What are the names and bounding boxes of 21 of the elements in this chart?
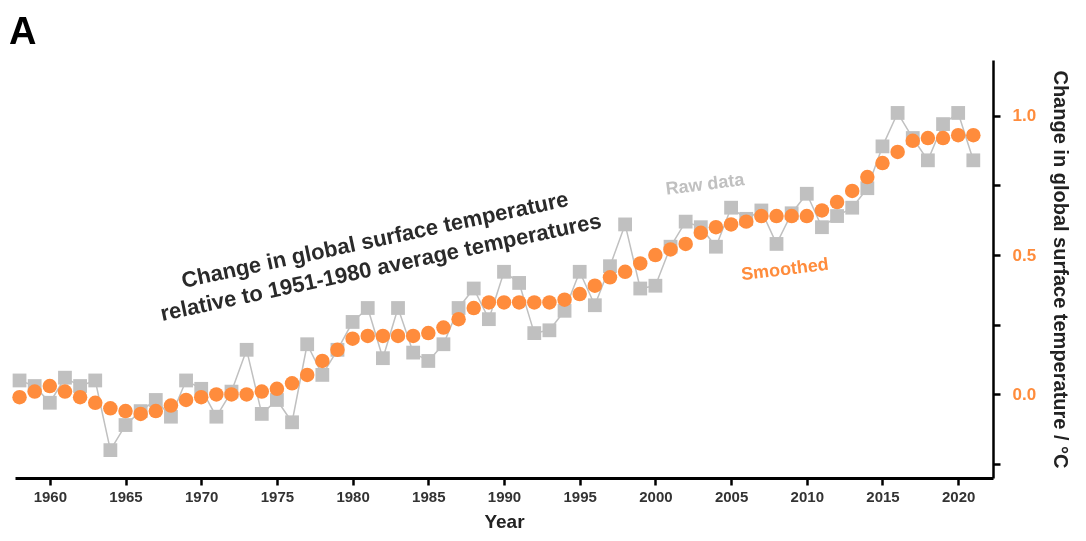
x-tick-label: 1965 — [109, 487, 143, 505]
x-tick-label: 1975 — [260, 487, 295, 505]
x-tick-label: 2005 — [714, 487, 749, 505]
y-tick-label: 0.0 — [1012, 384, 1037, 404]
x-tick-label: 1960 — [33, 487, 68, 505]
x-tick-label: 2015 — [866, 487, 900, 505]
x-tick-label: 1980 — [336, 487, 370, 505]
x-tick-label: 1970 — [185, 487, 219, 505]
x-tick-label: 1985 — [412, 487, 446, 505]
chart-title: A — [9, 10, 37, 52]
y-tick-label: 1.0 — [1012, 106, 1037, 126]
text: Raw data — [664, 169, 747, 199]
x-tick-label: 2000 — [639, 487, 673, 505]
x-tick-label: 2020 — [941, 487, 976, 505]
x-axis-title: Year — [484, 510, 526, 532]
x-tick-label: 1995 — [563, 487, 597, 505]
y-axis-title: Change in global surface temperature / °C — [1050, 70, 1073, 469]
text: Smoothed — [739, 253, 830, 285]
x-tick-label: 2010 — [790, 487, 824, 505]
x-tick-label: 1990 — [487, 487, 522, 505]
y-tick-label: 0.5 — [1012, 245, 1037, 265]
